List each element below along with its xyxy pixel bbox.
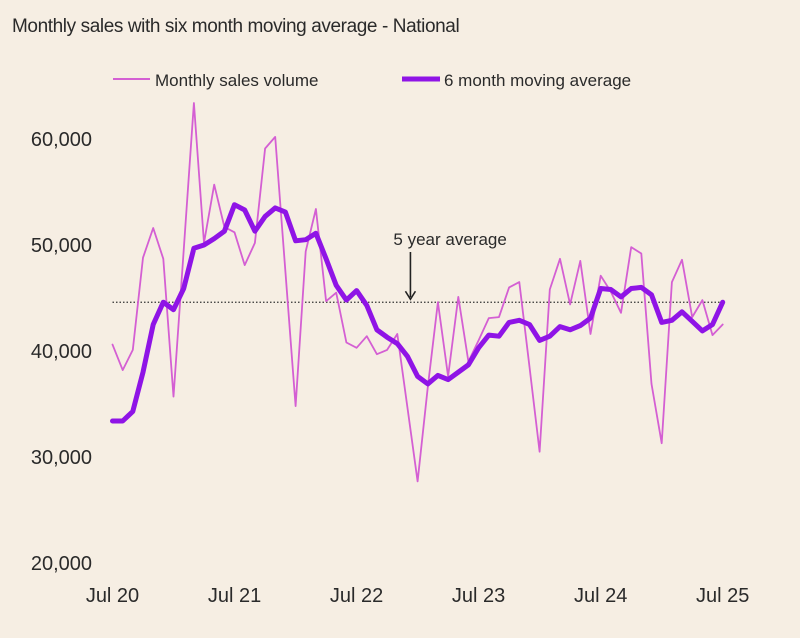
x-tick-label: Jul 20	[86, 585, 139, 607]
legend: Monthly sales volume 6 month moving aver…	[113, 71, 631, 90]
y-tick-label: 40,000	[31, 341, 92, 363]
series-moving-average	[110, 202, 726, 424]
legend-label-monthly-sales: Monthly sales volume	[155, 71, 318, 90]
moving-average-line	[110, 202, 726, 424]
x-tick-label: Jul 21	[208, 585, 261, 607]
x-tick-label: Jul 23	[452, 585, 505, 607]
y-tick-label: 60,000	[31, 129, 92, 151]
y-tick-label: 30,000	[31, 447, 92, 469]
x-tick-label: Jul 22	[330, 585, 383, 607]
annotation-arrow-head-icon	[404, 290, 417, 301]
annotation-label: 5 year average	[393, 230, 506, 249]
x-tick-label: Jul 25	[696, 585, 749, 607]
series-monthly-sales	[111, 102, 724, 483]
y-tick-label: 50,000	[31, 235, 92, 257]
y-tick-label: 20,000	[31, 553, 92, 575]
x-tick-label: Jul 24	[574, 585, 627, 607]
chart-title: Monthly sales with six month moving aver…	[12, 16, 460, 37]
legend-label-moving-average: 6 month moving average	[444, 71, 631, 90]
monthly-sales-line	[111, 102, 724, 483]
